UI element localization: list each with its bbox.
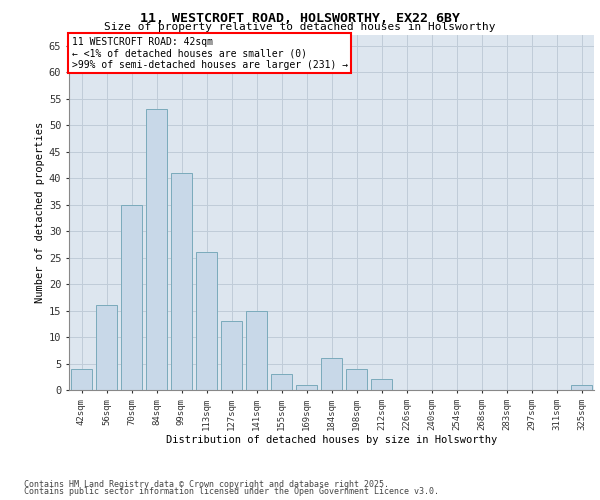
- Y-axis label: Number of detached properties: Number of detached properties: [35, 122, 44, 303]
- Bar: [146, 109, 167, 390]
- Bar: [571, 384, 592, 390]
- Bar: [121, 204, 142, 390]
- Text: 11 WESTCROFT ROAD: 42sqm
← <1% of detached houses are smaller (0)
>99% of semi-d: 11 WESTCROFT ROAD: 42sqm ← <1% of detach…: [71, 37, 348, 70]
- Text: Contains public sector information licensed under the Open Government Licence v3: Contains public sector information licen…: [24, 487, 439, 496]
- Bar: [221, 321, 242, 390]
- Bar: [346, 369, 367, 390]
- X-axis label: Distribution of detached houses by size in Holsworthy: Distribution of detached houses by size …: [166, 436, 497, 446]
- Bar: [321, 358, 342, 390]
- Bar: [271, 374, 292, 390]
- Bar: [196, 252, 217, 390]
- Bar: [296, 384, 317, 390]
- Bar: [96, 305, 117, 390]
- Bar: [371, 380, 392, 390]
- Text: 11, WESTCROFT ROAD, HOLSWORTHY, EX22 6BY: 11, WESTCROFT ROAD, HOLSWORTHY, EX22 6BY: [140, 12, 460, 26]
- Bar: [246, 310, 267, 390]
- Text: Contains HM Land Registry data © Crown copyright and database right 2025.: Contains HM Land Registry data © Crown c…: [24, 480, 389, 489]
- Text: Size of property relative to detached houses in Holsworthy: Size of property relative to detached ho…: [104, 22, 496, 32]
- Bar: [71, 369, 92, 390]
- Bar: [171, 173, 192, 390]
